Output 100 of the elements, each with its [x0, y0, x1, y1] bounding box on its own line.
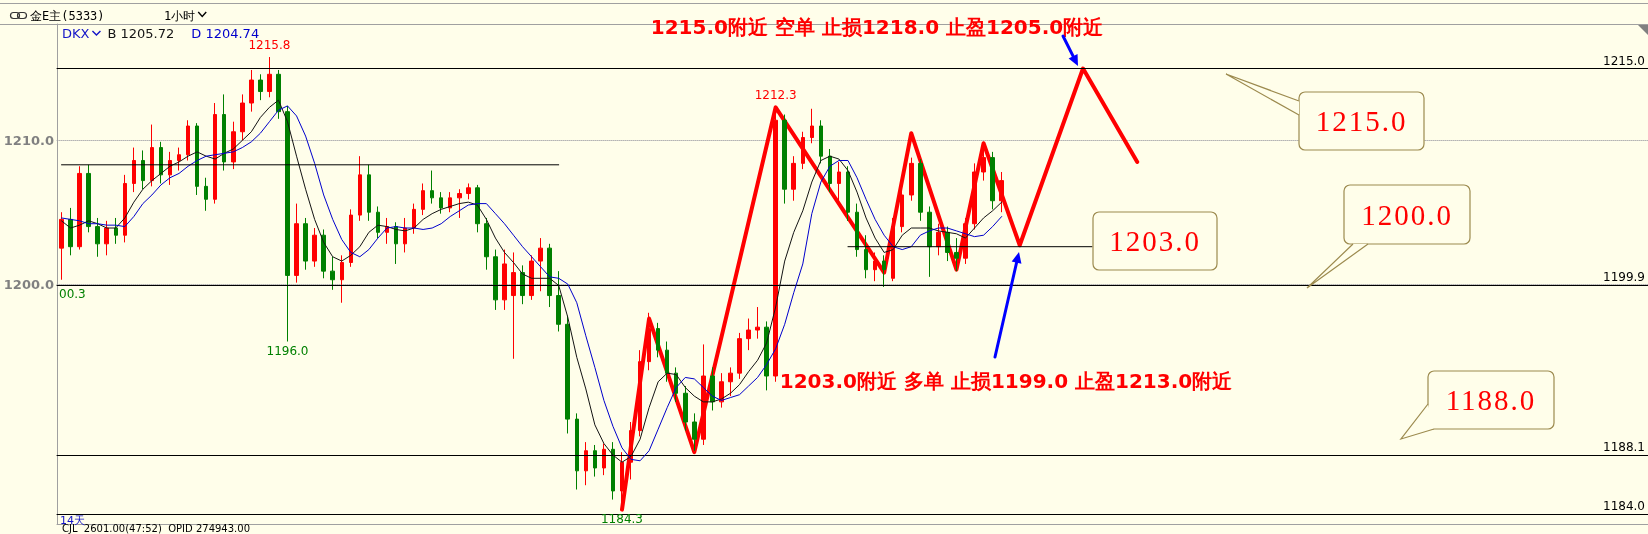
candlestick [177, 147, 181, 172]
candlestick [611, 441, 615, 501]
annotation: 1215.8 [248, 38, 291, 53]
candlestick [520, 264, 525, 305]
candlestick [249, 69, 254, 113]
candlestick [403, 217, 407, 253]
candlestick [990, 151, 995, 210]
candlestick [294, 203, 299, 284]
candlestick [68, 207, 73, 256]
candlestick [683, 385, 688, 432]
candlestick [737, 332, 742, 380]
candlestick [493, 249, 498, 311]
candlestick [945, 226, 950, 262]
candlestick [593, 444, 597, 478]
candlestick [267, 56, 272, 98]
candlestick [936, 223, 941, 256]
candlestick [123, 174, 127, 243]
candlestick [954, 237, 959, 272]
annotation: 1215.0附近 空单 止损1218.0 止盈1205.0附近 [650, 15, 1104, 39]
text: D 1204.74 [191, 26, 260, 41]
candlestick [430, 170, 434, 205]
candlestick [86, 164, 91, 233]
candlestick [746, 318, 751, 351]
candlestick [529, 254, 534, 301]
candlestick [222, 93, 226, 172]
ref-line-label: 1215.0 [1603, 53, 1645, 68]
candlestick [511, 251, 516, 360]
ref-line-label: 1199.9 [1603, 270, 1645, 285]
candlestick [59, 211, 64, 281]
candlestick [701, 343, 706, 446]
candlestick [195, 122, 199, 196]
candlestick [810, 108, 814, 144]
candlestick [602, 443, 606, 476]
candlestick [855, 203, 859, 258]
candlestick [837, 161, 841, 202]
candlestick [873, 251, 877, 282]
annotation: 1184.3 [600, 511, 643, 526]
candlestick [475, 184, 480, 233]
candlestick [710, 366, 715, 411]
annotation: 1196.0 [266, 343, 309, 358]
candlestick [791, 155, 796, 202]
candlestick [186, 119, 190, 161]
candlestick [828, 148, 832, 193]
candlestick [285, 105, 290, 343]
candlestick [340, 254, 344, 304]
candlestick [755, 306, 760, 340]
candlestick [330, 256, 335, 291]
annotation: 00.3 [59, 287, 86, 301]
candlestick [466, 182, 471, 200]
candlestick [584, 441, 588, 486]
candlestick [457, 188, 462, 219]
candlestick [132, 147, 136, 193]
candlestick [927, 205, 932, 278]
candlestick [114, 217, 118, 245]
candlestick [358, 155, 362, 222]
y-tick-label: 1210.0 [3, 132, 54, 148]
candlestick [638, 349, 642, 437]
chart-subtitle: 1小时 [164, 9, 196, 23]
candlestick [981, 141, 986, 182]
candlestick [882, 254, 886, 288]
ref-line-label: 1184.0 [1603, 498, 1645, 513]
candlestick [656, 322, 660, 358]
candlestick [349, 208, 353, 268]
candlestick [538, 237, 543, 292]
candlestick [728, 366, 733, 397]
candlestick [376, 205, 380, 239]
candlestick [150, 124, 154, 187]
candlestick [231, 121, 236, 170]
annotation: 1203.0附近 多单 止损1199.0 止盈1213.0附近 [779, 369, 1233, 393]
candlestick [95, 217, 100, 258]
candlestick [502, 249, 507, 311]
candlestick [556, 270, 561, 332]
annotation: 1212.3 [754, 88, 797, 103]
candlestick [665, 341, 669, 383]
candlestick [999, 171, 1004, 213]
candlestick [321, 228, 326, 279]
ref-line-label: 1188.1 [1603, 440, 1645, 455]
candlestick [918, 158, 923, 222]
chart-title: 金E主(5333) [30, 9, 105, 23]
candlestick [575, 412, 579, 491]
annotation: 1188.0 [1445, 384, 1537, 416]
annotation: 1215.0 [1315, 105, 1408, 137]
candlestick [801, 131, 805, 170]
candlestick [141, 149, 145, 190]
annotation: 1200.0 [1361, 198, 1453, 231]
candlestick [367, 164, 371, 222]
text: B 1205.72 [107, 26, 175, 41]
candlestick [846, 165, 850, 222]
candlestick [258, 73, 263, 101]
candlestick [159, 141, 163, 184]
candlestick [312, 227, 317, 268]
candlestick [421, 182, 425, 216]
candlestick [647, 312, 651, 371]
candlestick [439, 191, 443, 215]
candlestick [394, 221, 398, 265]
candlestick [864, 234, 868, 279]
candlestick [204, 177, 208, 212]
candlestick [104, 220, 109, 256]
candlestick [972, 162, 977, 230]
candlestick [891, 217, 895, 282]
